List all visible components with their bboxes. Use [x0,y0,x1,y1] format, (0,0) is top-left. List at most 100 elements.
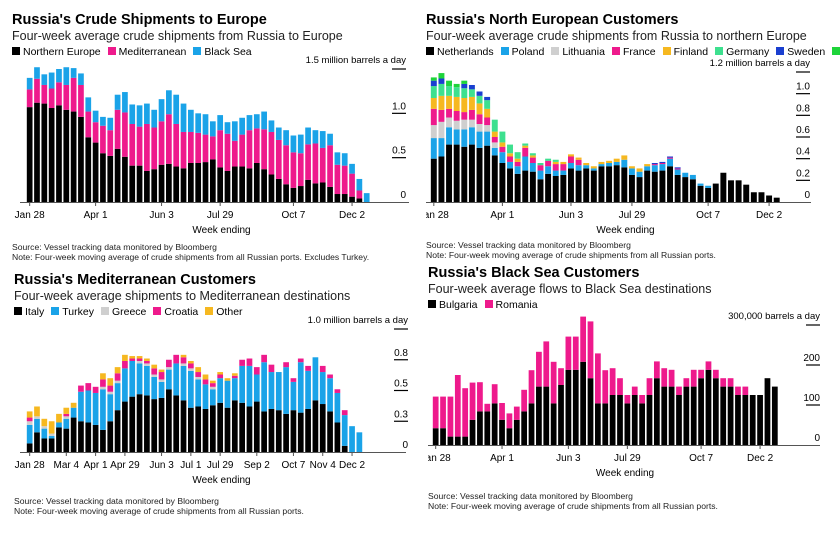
bar-segment-bulgaria [639,403,645,445]
bar-segment-croatia [217,374,224,379]
bar-segment-other [144,358,150,361]
bar-segment-other [114,367,121,374]
bar-segment-mediterranean [114,109,121,149]
bar-segment-finland [446,95,453,109]
bar-segment-mediterranean [319,147,326,183]
bar-segment-black-sea [78,73,84,85]
bar-segment-romania [661,368,668,387]
bar-segment-romania [676,386,682,395]
bar-segment-romania [668,369,675,387]
bar-segment-bulgaria [771,386,778,445]
bar-segment-mediterranean [312,143,319,184]
bar-segment-italy [202,408,209,452]
bar-segment-italy [334,422,341,452]
bar-segment-black-sea [41,74,48,85]
bar-segment-finland [438,95,445,110]
bar-segment-italy [217,402,224,452]
bar-segment-turkey [275,372,282,411]
bar-segment-croatia [107,385,114,392]
bar-segment-greece [166,367,172,370]
bar-segment-romania [506,413,513,429]
bar-segment-netherlands [705,187,712,202]
bar-segment-northern-europe [224,170,231,202]
bar-segment-italy [283,413,289,452]
legend-label: Greece [111,306,147,318]
bar-segment-greece [107,391,114,395]
bar-segment-turkey [319,372,326,405]
bar-segment-netherlands [529,171,536,202]
bar-segment-finland [522,145,529,148]
bar-segment-northern-europe [136,165,143,202]
bar-segment-turkey [334,392,341,423]
bar-segment-netherlands [720,172,727,202]
bar-segment-netherlands [430,158,437,202]
chart-note: Note: Four-week moving average of crude … [14,506,304,516]
bar-segment-italy [327,411,333,452]
bar-segment-turkey [327,378,333,412]
chart-subtitle: Four-week average crude shipments from R… [12,29,343,43]
bar-segment-black-sea [268,120,275,132]
bar-segment-finland [430,98,437,109]
bar-segment-poland [697,183,704,186]
bar-segment-northern-europe [217,167,224,202]
bar-segment-finland [499,142,506,147]
bar-segment-germany [552,159,559,162]
bar-segment-italy [34,432,40,452]
y-unit-label: 1.0 million barrels a day [308,315,409,326]
bar-segment-other [100,373,106,380]
bar-segment-italy [195,406,202,452]
bar-segment-greece [41,426,48,429]
legend-item: Sweden [776,46,825,59]
x-tick-label: Jun 3 [556,453,581,464]
chart-subtitle: Four-week average crude shipments from R… [426,29,807,43]
x-tick-label: Jun 3 [149,210,174,221]
bar-segment-croatia [151,368,158,375]
legend-swatch [776,47,785,55]
bar-segment-france [674,168,681,170]
y-tick-label: 0.8 [796,103,810,114]
bar-segment-croatia [231,375,238,379]
y-tick-label: 0.5 [394,379,408,390]
bar-segment-greece [158,379,165,382]
legend-swatch [662,47,671,55]
bar-segment-black-sea [231,121,238,141]
bar-segment-turkey [26,424,33,444]
bar-segment-northern-europe [166,163,172,202]
bar-segment-black-sea [85,97,92,112]
bar-segment-france [453,111,460,121]
legend-item: Netherlands [426,46,494,59]
bar-segment-sweden [674,167,681,169]
bar-segment-france [461,112,468,120]
bar-segment-romania [550,361,557,404]
bar-segment-sweden [667,156,673,158]
bar-segment-lithuania [476,124,483,132]
bar-segment-northern-europe [195,162,202,202]
bar-segment-other [209,380,216,384]
bar-segment-northern-europe [63,109,70,202]
legend-swatch [611,47,620,55]
bar-segment-netherlands [667,166,673,202]
bar-segment-turkey [195,379,202,407]
bar-segment-italy [78,421,84,452]
bar-segment-croatia [114,373,121,381]
x-tick-label: Dec 2 [756,210,783,221]
bar-segment-netherlands [758,192,765,202]
bar-segment-romania [617,378,623,395]
bar-segment-romania [595,353,601,404]
legend-swatch [51,307,60,315]
bar-segment-black-sea [283,130,289,146]
y-tick-label: 0.2 [796,168,810,179]
bar-segment-poland [491,147,498,156]
bar-segment-romania [631,386,638,395]
bar-segment-croatia [327,374,333,379]
bar-segment-germany [468,89,475,97]
bar-segment-northern-europe [341,194,348,202]
bar-segment-greece [151,374,158,377]
x-tick-label: Jan 28 [15,210,45,221]
bar-segment-italy [297,412,304,452]
bar-segment-bulgaria [661,386,668,445]
bar-segment-turkey [283,367,289,414]
bar-segment-finland [552,161,559,165]
bar-segment-northern-europe [122,156,128,202]
bar-segment-bulgaria [749,395,756,445]
